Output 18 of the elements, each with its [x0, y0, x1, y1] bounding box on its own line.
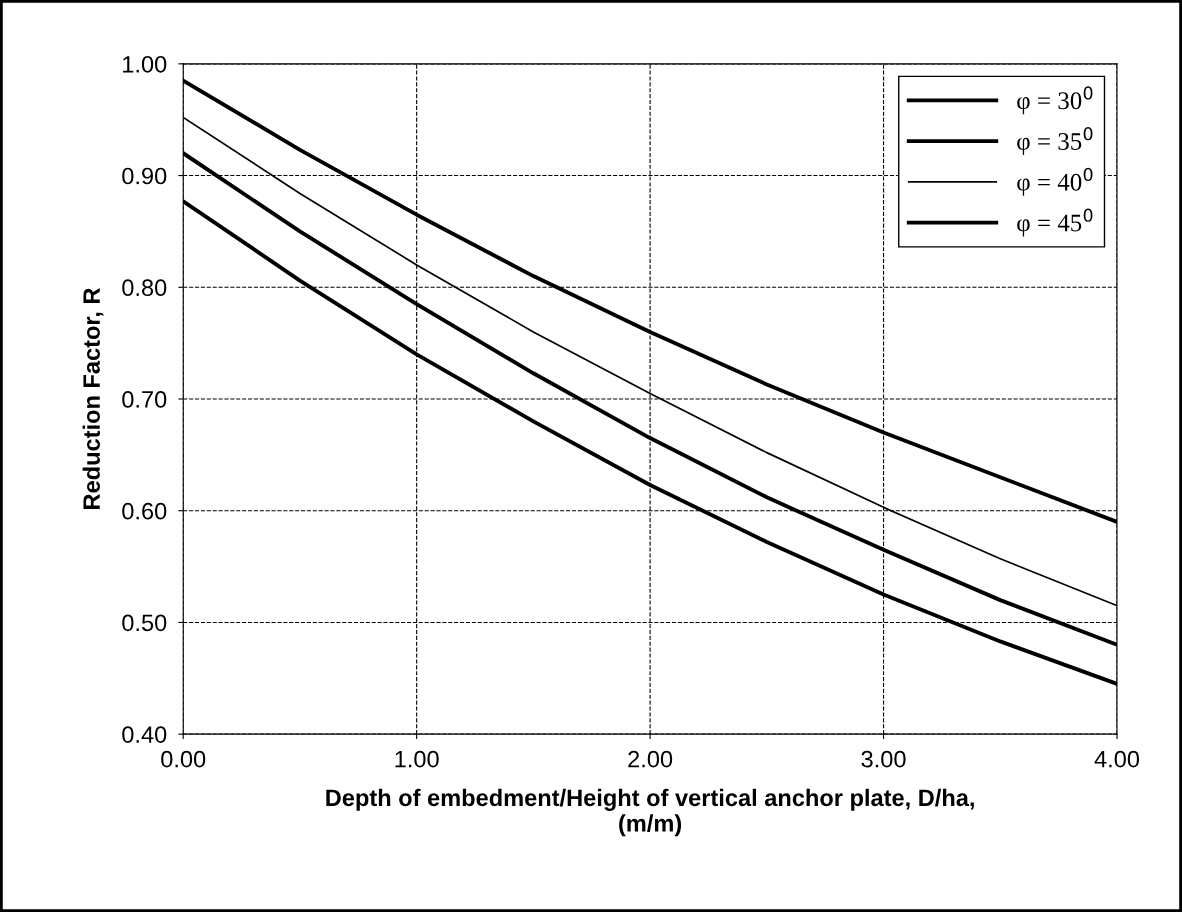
y-tick-label: 0.90: [122, 167, 167, 185]
y-tick-label: 0.60: [122, 502, 167, 520]
y-tick-label: 1.00: [123, 55, 167, 73]
legend-label: φ = 45$^{0}$: [1017, 208, 1093, 237]
x-tick-label: 0.00: [161, 750, 206, 768]
y-tick-label: 0.40: [122, 726, 167, 743]
x-tick-label: 1.00: [395, 750, 439, 768]
legend-label: φ = 40$^{0}$: [1017, 167, 1093, 196]
y-tick-label: 0.50: [122, 614, 167, 632]
x-axis-title: Depth of embedment/Height of vertical anchor plate, D/ha, (m/m): [326, 788, 974, 837]
legend-label: φ = 35$^{0}$: [1017, 127, 1093, 155]
x-tick-label: 2.00: [628, 750, 673, 768]
legend-label: φ = 30$^{0}$: [1017, 86, 1093, 115]
y-tick-label: 0.70: [122, 391, 167, 408]
y-tick-label: 0.80: [122, 279, 167, 297]
y-axis-title: Reduction Factor, R: [82, 287, 104, 509]
x-tick-label: 4.00: [1094, 750, 1140, 768]
x-tick-label: 3.00: [861, 750, 906, 768]
